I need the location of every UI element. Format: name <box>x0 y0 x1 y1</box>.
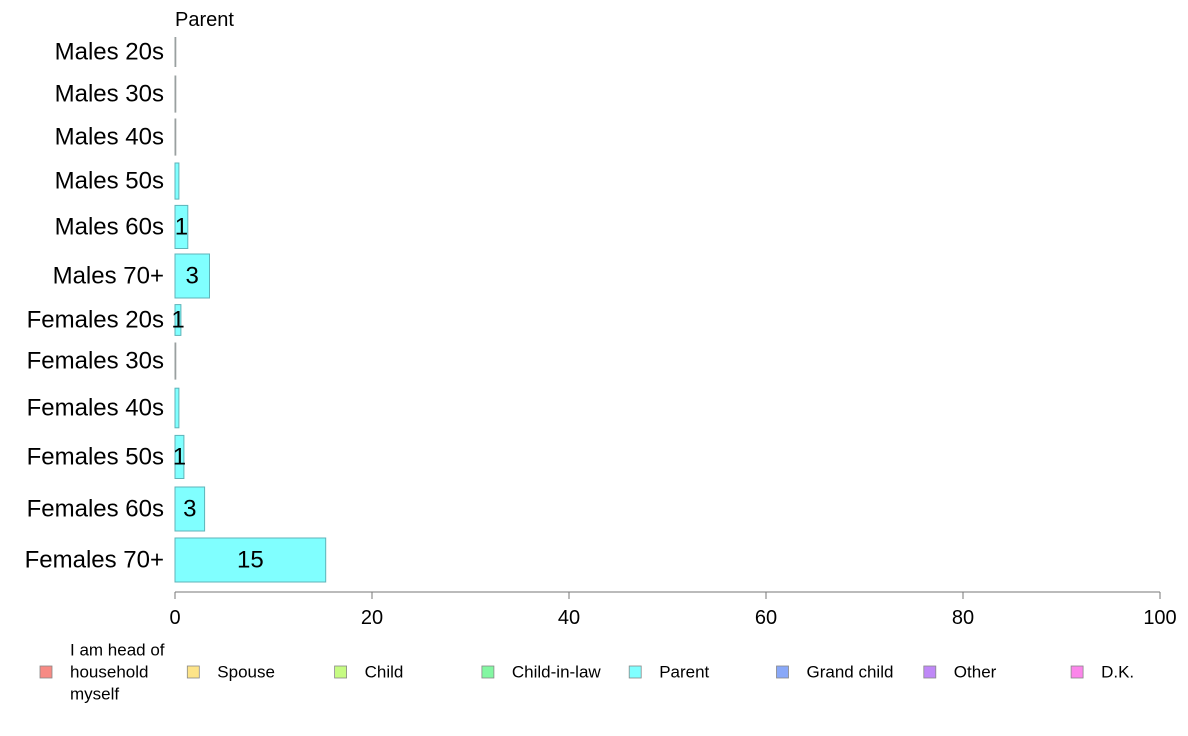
data-label: 3 <box>183 496 196 523</box>
legend-label: Parent <box>659 663 709 682</box>
legend-label: Child-in-law <box>512 663 602 682</box>
x-axis: 0 20 40 60 80 100 <box>169 591 1177 629</box>
bar-males-50s <box>174 162 180 200</box>
legend-swatch <box>776 665 789 679</box>
category-label: Males 30s <box>55 81 164 108</box>
legend-swatch <box>923 665 937 679</box>
bar-males-60s <box>174 204 189 249</box>
legend-label: I am head of household myself <box>70 641 165 704</box>
category-labels: Males 20s Males 30s Males 40s Males 50s Male… <box>25 39 164 574</box>
legend-swatch <box>481 665 495 679</box>
legend-swatch <box>628 665 642 679</box>
legend-label: Child <box>365 663 404 682</box>
category-label: Males 70+ <box>53 263 164 290</box>
x-tick-label: 20 <box>361 607 383 629</box>
legend-swatch <box>186 665 200 679</box>
x-tick-label: 40 <box>558 607 580 629</box>
x-tick-label: 0 <box>169 607 180 629</box>
category-label: Females 20s <box>27 307 164 334</box>
chart-title: Parent <box>175 9 234 31</box>
bar-males-70- <box>174 253 210 299</box>
category-label: Males 50s <box>55 168 164 195</box>
category-label: Males 60s <box>55 214 164 241</box>
legend-label: Grand child <box>807 663 894 682</box>
legend-swatch <box>334 665 348 679</box>
data-label: 1 <box>175 214 188 241</box>
data-label: 1 <box>173 444 186 471</box>
bar-females-20s <box>174 304 182 336</box>
legend-label: Spouse <box>217 663 275 682</box>
x-tick-label: 100 <box>1143 607 1176 629</box>
x-tick-label: 80 <box>952 607 974 629</box>
bar-females-30s <box>174 342 177 380</box>
legend-swatch <box>39 665 53 679</box>
legend: I am head of household myself Spouse Child Ch… <box>39 641 1134 704</box>
bar-females-40s <box>174 387 180 429</box>
bar-males-40s <box>174 118 177 156</box>
bar-females-50s <box>174 434 185 479</box>
data-label: 3 <box>186 263 199 290</box>
data-label: 1 <box>171 307 184 334</box>
bar-males-30s <box>174 75 177 113</box>
bar-males-20s <box>174 37 177 67</box>
category-label: Females 30s <box>27 348 164 375</box>
bar-females-70- <box>174 537 327 583</box>
category-label: Females 40s <box>27 395 164 422</box>
category-label: Females 70+ <box>25 547 164 574</box>
bar-females-60s <box>174 486 206 532</box>
legend-label: D.K. <box>1101 663 1134 682</box>
legend-swatch <box>1070 665 1084 679</box>
x-tick-label: 60 <box>755 607 777 629</box>
category-label: Females 50s <box>27 444 164 471</box>
legend-label: Other <box>954 663 997 682</box>
data-label: 15 <box>237 547 264 574</box>
category-label: Males 40s <box>55 124 164 151</box>
category-label: Females 60s <box>27 496 164 523</box>
category-label: Males 20s <box>55 39 164 66</box>
